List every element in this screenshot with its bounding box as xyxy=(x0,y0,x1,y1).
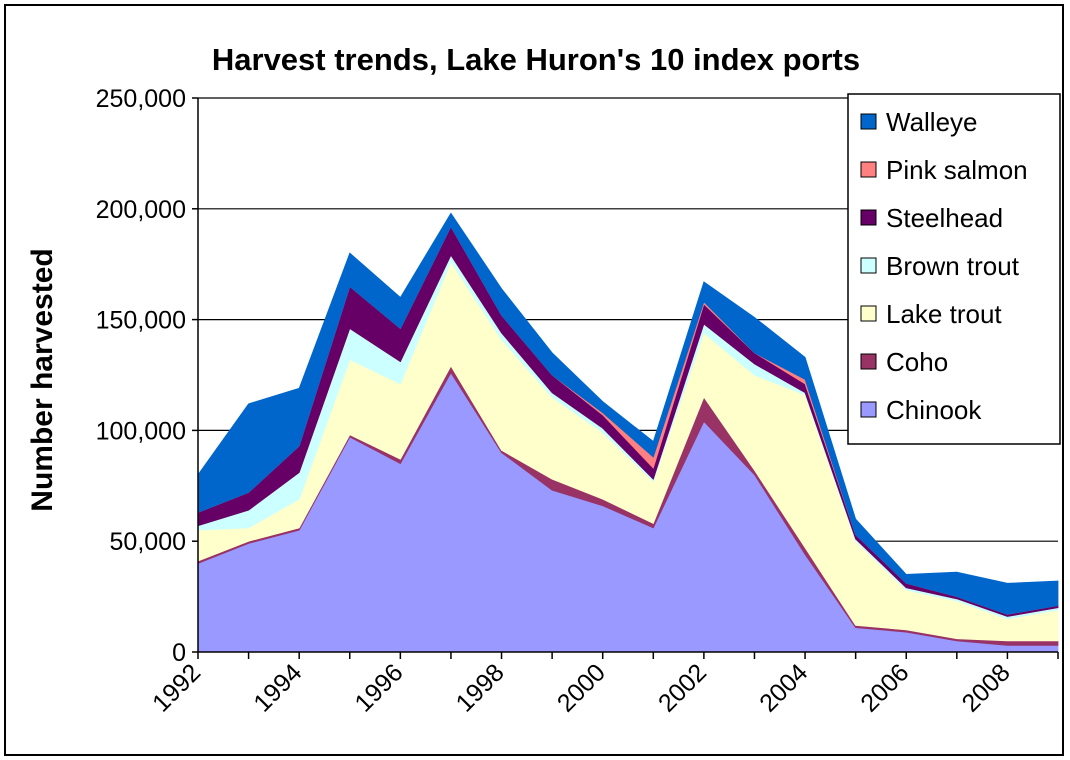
legend: Walleye Pink salmon Steelhead Brown trout La… xyxy=(847,93,1061,445)
x-tick-label: 2008 xyxy=(957,658,1016,717)
x-tick-labels: 1992 1994 1996 1998 2000 2002 2004 2006 2008 xyxy=(147,658,1016,717)
legend-swatch-steelhead xyxy=(860,209,877,226)
legend-box xyxy=(847,93,1061,445)
x-tick-label: 1996 xyxy=(349,658,408,717)
y-tick-label: 50,000 xyxy=(110,528,186,556)
y-tick-label: 250,000 xyxy=(96,85,186,113)
y-axis-label: Number harvested xyxy=(26,248,59,511)
legend-label-lake-trout: Lake trout xyxy=(886,299,1002,329)
legend-label-pink-salmon: Pink salmon xyxy=(886,155,1028,185)
legend-swatch-coho xyxy=(860,353,877,370)
chart-title: Harvest trends, Lake Huron's 10 index po… xyxy=(212,42,860,77)
legend-label-coho: Coho xyxy=(886,347,948,377)
y-tick-label: 200,000 xyxy=(96,196,186,224)
x-tick-label: 1992 xyxy=(147,658,206,717)
legend-swatch-brown-trout xyxy=(860,257,877,274)
x-tick-label: 2004 xyxy=(754,658,813,717)
legend-swatch-pink-salmon xyxy=(860,161,877,178)
chart-frame: Harvest trends, Lake Huron's 10 index po… xyxy=(4,4,1064,756)
x-tick-label: 1994 xyxy=(248,658,307,717)
x-tick-label: 2002 xyxy=(653,658,712,717)
y-tick-label: 0 xyxy=(172,639,186,667)
legend-swatch-lake-trout xyxy=(860,305,877,322)
x-tick-label: 1998 xyxy=(451,658,510,717)
legend-label-brown-trout: Brown trout xyxy=(886,251,1020,281)
legend-label-chinook: Chinook xyxy=(886,395,982,425)
legend-swatch-chinook xyxy=(860,401,877,418)
y-tick-label: 150,000 xyxy=(96,307,186,335)
legend-label-walleye: Walleye xyxy=(886,107,978,137)
chart-canvas: Harvest trends, Lake Huron's 10 index po… xyxy=(26,42,1061,718)
y-tick-labels: 0 50,000 100,000 150,000 200,000 250,000 xyxy=(96,85,186,667)
x-tick-label: 2000 xyxy=(552,658,611,717)
legend-swatch-walleye xyxy=(860,113,877,130)
stacked-areas xyxy=(197,212,1059,653)
legend-label-steelhead: Steelhead xyxy=(886,203,1003,233)
area-walleye xyxy=(197,212,1059,615)
axes xyxy=(192,97,1059,659)
y-tick-label: 100,000 xyxy=(96,417,186,445)
x-tick-label: 2006 xyxy=(855,658,914,717)
